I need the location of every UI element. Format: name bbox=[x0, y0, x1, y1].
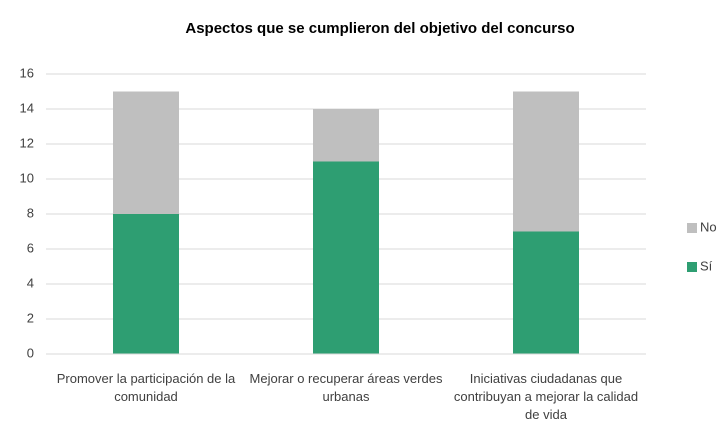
legend-label: Sí bbox=[700, 258, 713, 273]
y-tick-label: 8 bbox=[27, 205, 34, 220]
bar-segment bbox=[113, 91, 179, 214]
y-tick-label: 12 bbox=[20, 135, 34, 150]
legend-swatch bbox=[687, 223, 697, 233]
bar-segment bbox=[513, 91, 579, 232]
y-tick-label: 0 bbox=[27, 345, 34, 360]
legend-swatch bbox=[687, 262, 697, 272]
bar-segment bbox=[313, 161, 379, 354]
y-tick-label: 10 bbox=[20, 170, 34, 185]
y-tick-label: 6 bbox=[27, 240, 34, 255]
y-tick-label: 2 bbox=[27, 310, 34, 325]
bar-segment bbox=[113, 214, 179, 354]
y-tick-label: 14 bbox=[20, 100, 34, 115]
y-tick-label: 4 bbox=[27, 275, 34, 290]
x-tick-label: Promover la participación de la comunida… bbox=[56, 371, 236, 404]
chart-title: Aspectos que se cumplieron del objetivo … bbox=[185, 20, 574, 37]
x-tick-label: Mejorar o recuperar áreas verdes urbanas bbox=[249, 371, 443, 404]
bar-segment bbox=[513, 231, 579, 354]
y-tick-label: 16 bbox=[20, 65, 34, 80]
legend-label: No bbox=[700, 219, 717, 234]
x-tick-label: Iniciativas ciudadanas que contribuyan a… bbox=[453, 371, 639, 422]
bar-segment bbox=[313, 109, 379, 162]
